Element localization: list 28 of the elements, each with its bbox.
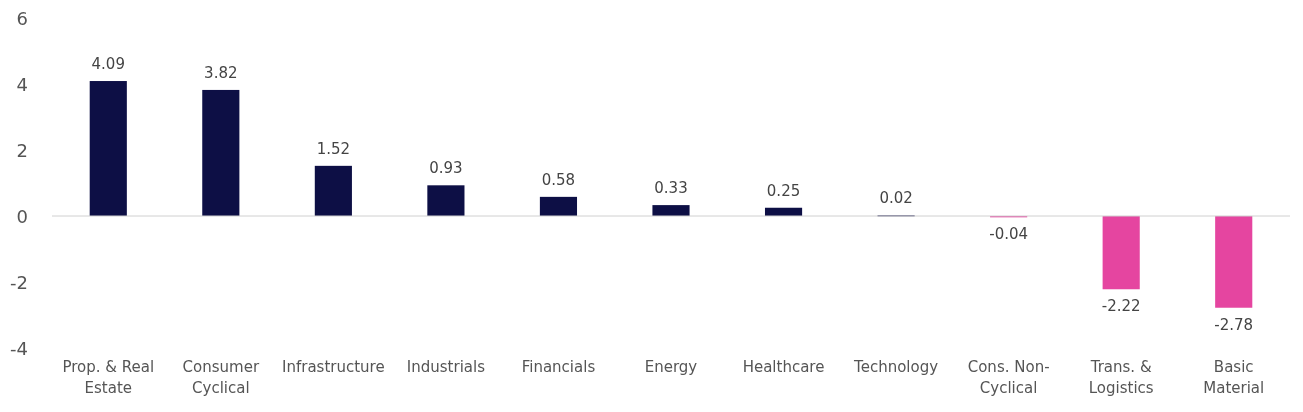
y-tick-label: 2 <box>16 139 28 161</box>
y-tick-label: 0 <box>16 205 28 227</box>
x-tick-label: Consumer Cyclical <box>182 358 260 397</box>
data-label: 0.25 <box>766 181 801 200</box>
data-label: -2.78 <box>1214 315 1254 334</box>
x-tick-label: Healthcare <box>742 358 825 376</box>
y-tick-label: 4 <box>16 73 28 95</box>
data-label: 0.93 <box>429 159 463 178</box>
x-tick-label: Financials <box>521 358 596 376</box>
x-tick-label: Energy <box>644 358 698 376</box>
x-tick-label: Technology <box>853 358 939 376</box>
x-tick-label: Industrials <box>406 358 486 376</box>
data-label: 0.58 <box>541 170 576 189</box>
data-label: 0.33 <box>654 179 688 198</box>
y-tick-label: 6 <box>16 7 28 29</box>
data-label: 0.02 <box>879 189 913 208</box>
x-tick-label: Infrastructure <box>282 358 385 376</box>
data-label: 3.82 <box>204 63 238 82</box>
x-tick-label: Prop. & Real Estate <box>62 358 155 397</box>
y-tick-label: -4 <box>10 337 28 359</box>
data-label: 4.09 <box>91 55 125 74</box>
x-tick-label: Basic Material <box>1203 358 1265 397</box>
data-label: -2.22 <box>1101 297 1141 316</box>
x-tick-label: Cons. Non-Cyclical <box>967 358 1050 397</box>
data-label: 1.52 <box>316 139 351 158</box>
y-tick-label: -2 <box>10 271 28 293</box>
x-tick-label: Trans. & Logistics <box>1088 358 1154 397</box>
data-label: -0.04 <box>989 225 1029 244</box>
